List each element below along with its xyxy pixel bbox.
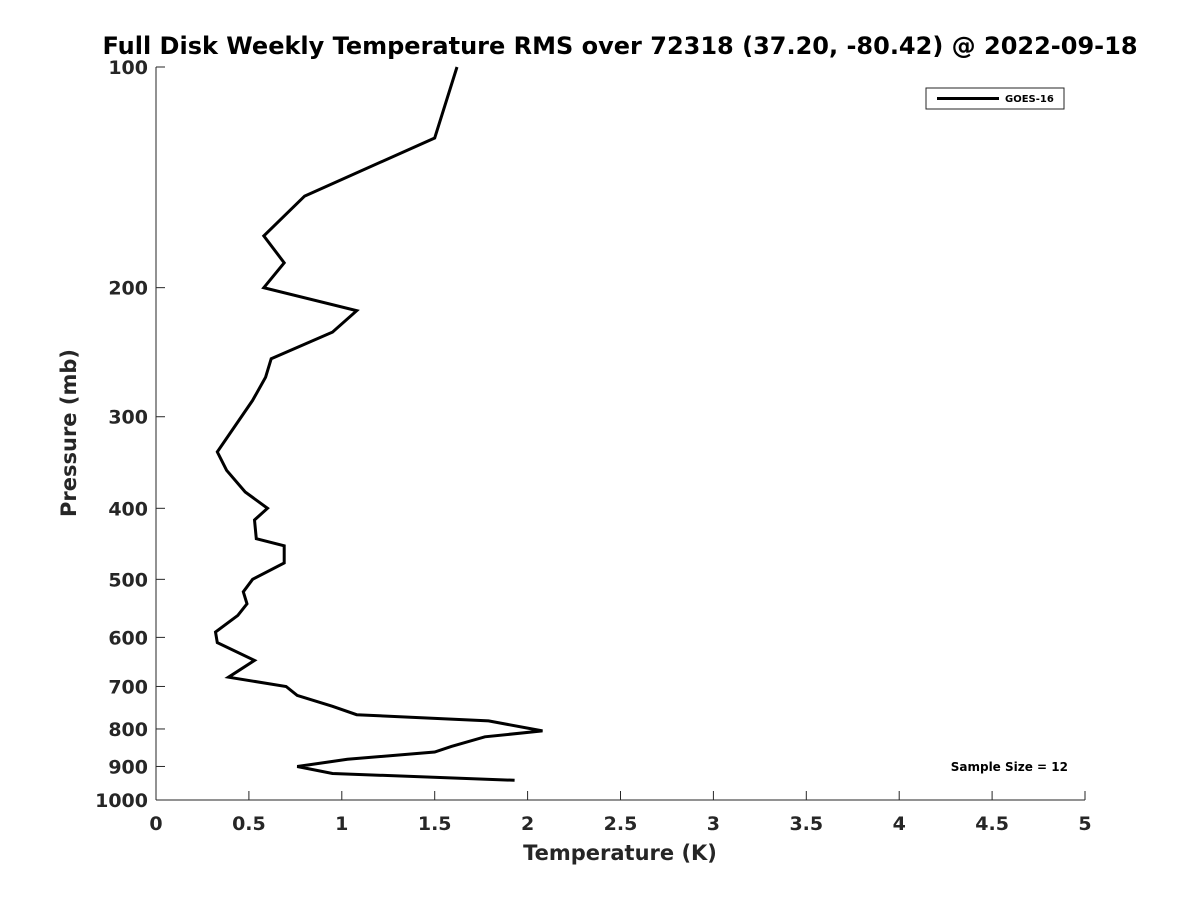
sample-size-annotation: Sample Size = 12: [951, 760, 1068, 774]
x-tick-label: 0: [149, 813, 162, 835]
chart-title: Full Disk Weekly Temperature RMS over 72…: [102, 32, 1137, 60]
series-line-goes-16: [213, 66, 543, 782]
legend: GOES-16: [925, 87, 1065, 110]
axes: 0 0.5 1 1.5 2 2.5 3 3.5 4 4.5 5 100 200 300 400 500 600 7…: [95, 57, 1092, 835]
y-tick-label: 200: [108, 278, 148, 300]
x-tick-label: 2: [521, 813, 534, 835]
x-tick-label: 4: [893, 813, 906, 835]
x-axis-label: Temperature (K): [523, 841, 717, 865]
y-tick-label: 700: [108, 676, 148, 698]
y-tick-label: 100: [108, 57, 148, 79]
x-tick-label: 4.5: [975, 813, 1009, 835]
y-tick-label: 500: [108, 569, 148, 591]
y-tick-label: 600: [108, 627, 148, 649]
x-tick-label: 5: [1078, 813, 1091, 835]
x-tick-label: 2.5: [604, 813, 638, 835]
y-tick-label: 300: [108, 407, 148, 429]
x-tick-label: 0.5: [232, 813, 266, 835]
series-layer: [213, 66, 543, 782]
x-tick-label: 1: [335, 813, 348, 835]
legend-entry: GOES-16: [1005, 94, 1054, 105]
y-tick-label: 1000: [95, 790, 148, 812]
x-tick-label: 3: [707, 813, 720, 835]
y-tick-label: 900: [108, 756, 148, 778]
plot-area: [156, 67, 1085, 800]
x-tick-label: 3.5: [789, 813, 823, 835]
y-tick-label: 400: [108, 498, 148, 520]
x-tick-label: 1.5: [418, 813, 452, 835]
y-tick-label: 800: [108, 719, 148, 741]
y-axis-label: Pressure (mb): [57, 349, 81, 517]
